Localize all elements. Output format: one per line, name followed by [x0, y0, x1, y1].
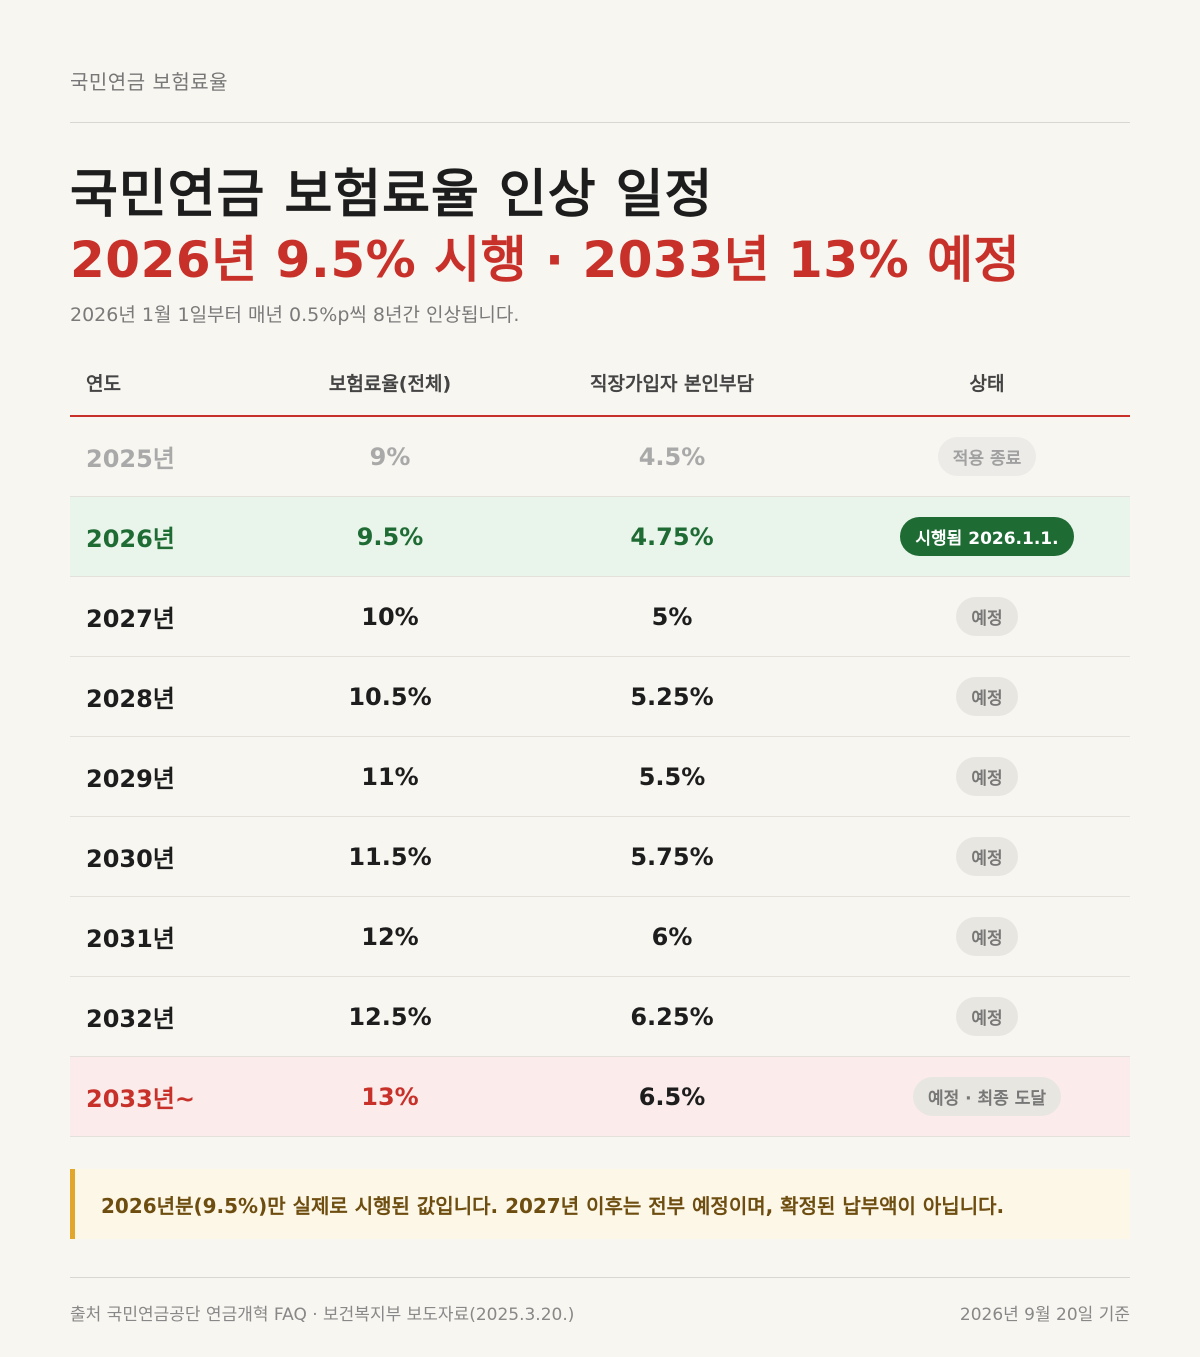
table-row: 2026년 9.5% 4.75% 시행됨 2026.1.1. — [70, 496, 1130, 577]
status-badge: 예정 · 최종 도달 — [912, 1077, 1062, 1116]
row-employee-share: 4.75% — [500, 496, 844, 577]
header-rate: 보험료율(전체) — [280, 349, 500, 417]
notice-text: 2026년분(9.5%)만 실제로 시행된 값입니다. 2027년 이후는 전부… — [101, 1193, 1005, 1218]
row-employee-share: 6% — [500, 896, 844, 977]
status-badge: 시행됨 2026.1.1. — [900, 517, 1074, 556]
row-rate: 12.5% — [280, 976, 500, 1057]
kicker: 국민연금 보험료율 — [70, 70, 229, 94]
row-status: 예정 — [844, 896, 1130, 977]
row-year: 2032년 — [70, 976, 280, 1057]
page-title: 국민연금 보험료율 인상 일정 — [70, 165, 714, 225]
row-rate: 11% — [280, 736, 500, 817]
row-status: 시행됨 2026.1.1. — [844, 496, 1130, 577]
row-employee-share: 5.75% — [500, 816, 844, 897]
row-status: 예정 · 최종 도달 — [844, 1056, 1130, 1137]
table-row: 2033년~ 13% 6.5% 예정 · 최종 도달 — [70, 1056, 1130, 1137]
footer: 출처 국민연금공단 연금개혁 FAQ · 보건복지부 보도자료(2025.3.2… — [70, 1300, 1130, 1325]
page-subtitle: 2026년 1월 1일부터 매년 0.5%p씩 8년간 인상됩니다. — [70, 304, 520, 326]
row-year: 2031년 — [70, 896, 280, 977]
status-badge: 적용 종료 — [937, 437, 1037, 476]
row-status: 예정 — [844, 816, 1130, 897]
row-status: 예정 — [844, 736, 1130, 817]
table-row: 2031년 12% 6% 예정 — [70, 896, 1130, 977]
row-status: 적용 종료 — [844, 416, 1130, 497]
bottom-divider — [70, 1277, 1130, 1278]
row-year: 2029년 — [70, 736, 280, 817]
row-rate: 12% — [280, 896, 500, 977]
row-status: 예정 — [844, 976, 1130, 1057]
row-status: 예정 — [844, 656, 1130, 737]
table-row: 2027년 10% 5% 예정 — [70, 576, 1130, 657]
row-employee-share: 6.5% — [500, 1056, 844, 1137]
status-badge: 예정 — [956, 597, 1018, 636]
table-row: 2029년 11% 5.5% 예정 — [70, 736, 1130, 817]
row-status: 예정 — [844, 576, 1130, 657]
row-year: 2028년 — [70, 656, 280, 737]
row-year: 2027년 — [70, 576, 280, 657]
row-rate: 9.5% — [280, 496, 500, 577]
notice-box: 2026년분(9.5%)만 실제로 시행된 값입니다. 2027년 이후는 전부… — [70, 1169, 1130, 1239]
rate-table: 연도 보험료율(전체) 직장가입자 본인부담 상태 2025년 9% 4.5% … — [70, 349, 1130, 1137]
row-year: 2025년 — [70, 416, 280, 497]
footer-date: 2026년 9월 20일 기준 — [959, 1305, 1130, 1325]
row-year: 2030년 — [70, 816, 280, 897]
row-rate: 13% — [280, 1056, 500, 1137]
table-row: 2028년 10.5% 5.25% 예정 — [70, 656, 1130, 737]
row-employee-share: 6.25% — [500, 976, 844, 1057]
row-employee-share: 5% — [500, 576, 844, 657]
table-row: 2025년 9% 4.5% 적용 종료 — [70, 416, 1130, 497]
status-badge: 예정 — [956, 917, 1018, 956]
row-rate: 11.5% — [280, 816, 500, 897]
table-row: 2030년 11.5% 5.75% 예정 — [70, 816, 1130, 897]
status-badge: 예정 — [956, 837, 1018, 876]
row-employee-share: 4.5% — [500, 416, 844, 497]
row-rate: 10.5% — [280, 656, 500, 737]
row-employee-share: 5.5% — [500, 736, 844, 817]
status-badge: 예정 — [956, 997, 1018, 1036]
row-year: 2033년~ — [70, 1056, 280, 1137]
header-employee-share: 직장가입자 본인부담 — [500, 349, 844, 417]
footer-source: 출처 국민연금공단 연금개혁 FAQ · 보건복지부 보도자료(2025.3.2… — [70, 1305, 575, 1325]
header-status: 상태 — [844, 349, 1130, 417]
page-headline: 2026년 9.5% 시행 · 2033년 13% 예정 — [70, 231, 1021, 289]
status-badge: 예정 — [956, 677, 1018, 716]
row-year: 2026년 — [70, 496, 280, 577]
top-divider — [70, 122, 1130, 123]
row-rate: 9% — [280, 416, 500, 497]
table-header-row: 연도 보험료율(전체) 직장가입자 본인부담 상태 — [70, 349, 1130, 417]
status-badge: 예정 — [956, 757, 1018, 796]
header-year: 연도 — [70, 349, 280, 417]
row-employee-share: 5.25% — [500, 656, 844, 737]
row-rate: 10% — [280, 576, 500, 657]
table-row: 2032년 12.5% 6.25% 예정 — [70, 976, 1130, 1057]
page: 국민연금 보험료율 국민연금 보험료율 인상 일정 2026년 9.5% 시행 … — [70, 0, 1130, 1325]
